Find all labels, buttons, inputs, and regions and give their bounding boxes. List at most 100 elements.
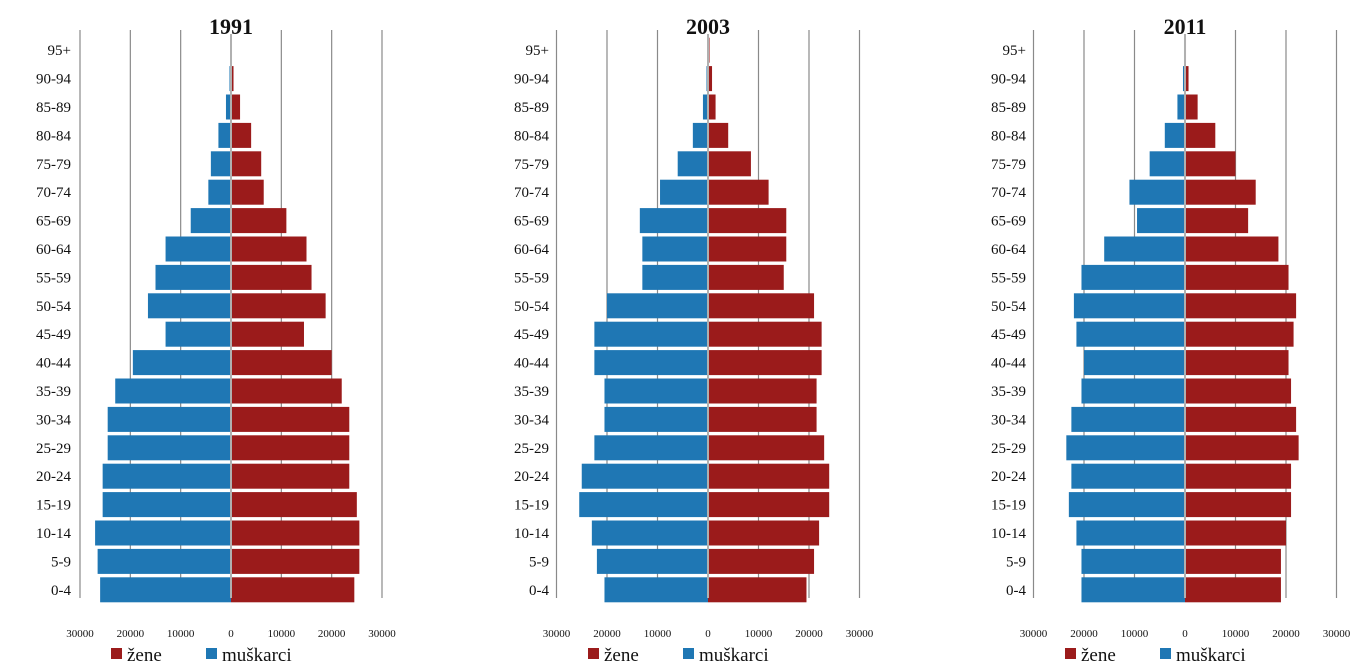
bar-male-10-14 bbox=[591, 520, 708, 546]
bar-female-5-9 bbox=[231, 548, 360, 574]
bar-male-35-39 bbox=[604, 378, 708, 404]
x-tick-label: 30000 bbox=[1020, 628, 1048, 640]
age-label: 20-24 bbox=[36, 469, 71, 485]
age-label: 65-69 bbox=[991, 214, 1026, 230]
bar-female-45-49 bbox=[231, 321, 304, 347]
age-label: 20-24 bbox=[514, 469, 549, 485]
bar-male-80-84 bbox=[218, 122, 231, 148]
x-tick-label: 10000 bbox=[167, 628, 195, 640]
bar-male-20-24 bbox=[1071, 463, 1185, 489]
bar-female-35-39 bbox=[231, 378, 342, 404]
age-label: 40-44 bbox=[991, 356, 1026, 372]
bar-female-15-19 bbox=[708, 492, 830, 518]
x-tick-label: 30000 bbox=[846, 628, 874, 640]
bar-female-65-69 bbox=[708, 208, 787, 234]
age-label: 30-34 bbox=[991, 412, 1026, 428]
bar-male-40-44 bbox=[1084, 350, 1185, 376]
bar-female-70-74 bbox=[231, 179, 264, 205]
bar-female-60-64 bbox=[708, 236, 787, 262]
x-tick-label: 10000 bbox=[268, 628, 296, 640]
age-label: 80-84 bbox=[36, 128, 71, 144]
bar-male-50-54 bbox=[147, 293, 231, 319]
bar-female-40-44 bbox=[231, 350, 332, 376]
age-label: 0-4 bbox=[1006, 583, 1026, 599]
bar-male-40-44 bbox=[594, 350, 708, 376]
bar-female-80-84 bbox=[231, 122, 252, 148]
age-label: 0-4 bbox=[51, 583, 71, 599]
x-tick-label: 30000 bbox=[66, 628, 94, 640]
age-label: 60-64 bbox=[36, 242, 71, 258]
age-label: 50-54 bbox=[36, 299, 71, 315]
age-label: 45-49 bbox=[991, 327, 1026, 343]
bar-male-20-24 bbox=[581, 463, 708, 489]
age-label: 70-74 bbox=[36, 185, 71, 201]
age-label: 45-49 bbox=[514, 327, 549, 343]
bar-female-65-69 bbox=[231, 208, 287, 234]
x-tick-label: 0 bbox=[228, 628, 234, 640]
legend-label-male: muškarci bbox=[222, 645, 292, 666]
x-tick-label: 20000 bbox=[1070, 628, 1098, 640]
bar-female-30-34 bbox=[1185, 406, 1297, 432]
bar-female-75-79 bbox=[708, 151, 751, 177]
age-label: 30-34 bbox=[36, 412, 71, 428]
bar-male-60-64 bbox=[642, 236, 708, 262]
x-tick-label: 10000 bbox=[644, 628, 672, 640]
legend-swatch-female bbox=[1065, 648, 1076, 659]
bar-male-75-79 bbox=[677, 151, 708, 177]
age-label: 55-59 bbox=[991, 270, 1026, 286]
bar-female-0-4 bbox=[708, 577, 807, 603]
age-label: 80-84 bbox=[514, 128, 549, 144]
age-label: 15-19 bbox=[36, 498, 71, 514]
x-tick-label: 10000 bbox=[745, 628, 773, 640]
bar-female-35-39 bbox=[708, 378, 817, 404]
bar-female-45-49 bbox=[708, 321, 822, 347]
age-label: 25-29 bbox=[514, 441, 549, 457]
bar-female-0-4 bbox=[1185, 577, 1281, 603]
age-label: 90-94 bbox=[514, 72, 549, 88]
x-tick-label: 20000 bbox=[318, 628, 346, 640]
age-label: 10-14 bbox=[991, 526, 1026, 542]
age-label: 75-79 bbox=[991, 157, 1026, 173]
legend-label-male: muškarci bbox=[1176, 645, 1246, 666]
bar-female-55-59 bbox=[231, 264, 312, 290]
bar-female-0-4 bbox=[231, 577, 355, 603]
bar-female-55-59 bbox=[1185, 264, 1289, 290]
bar-female-5-9 bbox=[708, 548, 815, 574]
age-label: 80-84 bbox=[991, 128, 1026, 144]
bar-female-75-79 bbox=[1185, 151, 1236, 177]
bar-male-55-59 bbox=[642, 264, 708, 290]
bar-male-75-79 bbox=[1149, 151, 1185, 177]
bar-female-60-64 bbox=[231, 236, 307, 262]
bar-male-65-69 bbox=[190, 208, 231, 234]
bar-male-90-94 bbox=[1182, 66, 1185, 92]
age-label: 75-79 bbox=[36, 157, 71, 173]
legend-label-male: muškarci bbox=[699, 645, 769, 666]
age-label: 25-29 bbox=[991, 441, 1026, 457]
bar-male-10-14 bbox=[1076, 520, 1185, 546]
age-label: 70-74 bbox=[514, 185, 549, 201]
age-label: 85-89 bbox=[991, 100, 1026, 116]
age-label: 95+ bbox=[526, 43, 549, 59]
bar-female-20-24 bbox=[708, 463, 830, 489]
age-label: 85-89 bbox=[514, 100, 549, 116]
age-label: 90-94 bbox=[36, 72, 71, 88]
chart-title: 2011 bbox=[1164, 14, 1207, 39]
legend-swatch-male bbox=[683, 648, 694, 659]
age-label: 75-79 bbox=[514, 157, 549, 173]
age-label: 30-34 bbox=[514, 412, 549, 428]
bar-male-35-39 bbox=[115, 378, 231, 404]
bar-female-5-9 bbox=[1185, 548, 1281, 574]
bar-female-85-89 bbox=[1185, 94, 1198, 120]
age-label: 40-44 bbox=[36, 356, 71, 372]
bar-female-50-54 bbox=[708, 293, 815, 319]
bar-male-50-54 bbox=[1073, 293, 1185, 319]
bar-male-85-89 bbox=[1177, 94, 1185, 120]
bar-female-50-54 bbox=[231, 293, 326, 319]
age-label: 95+ bbox=[48, 43, 71, 59]
x-tick-label: 10000 bbox=[1121, 628, 1149, 640]
age-label: 50-54 bbox=[514, 299, 549, 315]
bar-male-65-69 bbox=[639, 208, 708, 234]
age-label: 5-9 bbox=[529, 554, 549, 570]
age-label: 60-64 bbox=[991, 242, 1026, 258]
